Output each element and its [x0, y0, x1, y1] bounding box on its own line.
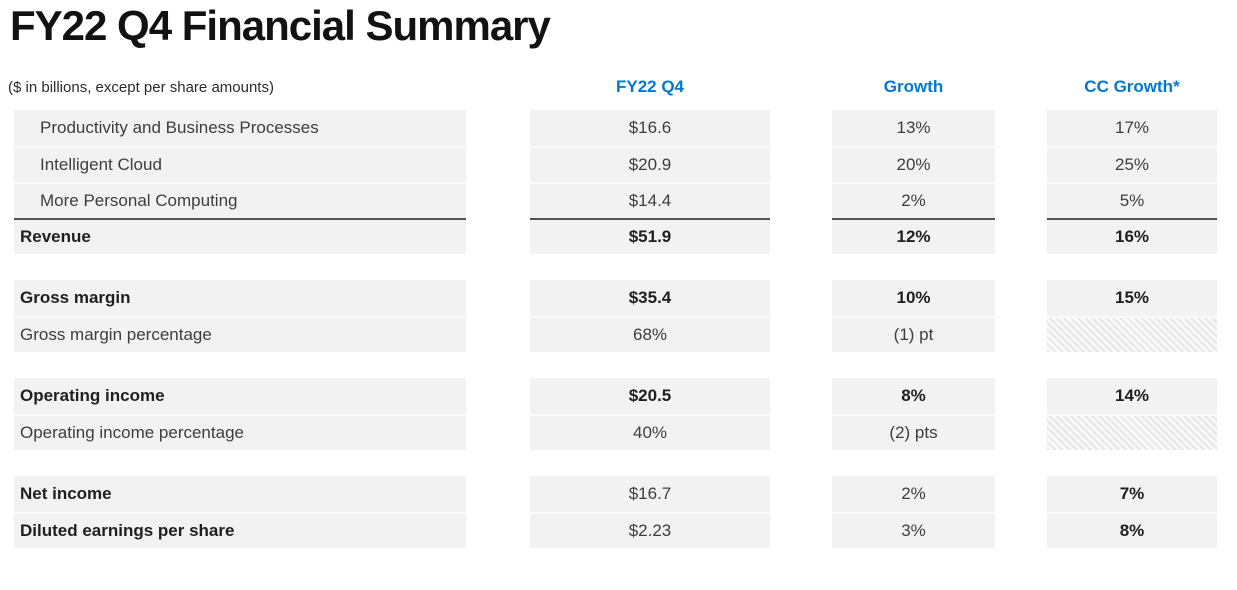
value-cell: 14% [1047, 378, 1217, 415]
row-label: Diluted earnings per share [14, 512, 466, 549]
table-row: Productivity and Business Processes $16.6… [0, 110, 1237, 147]
value-cell: 17% [1047, 110, 1217, 147]
value-cell: (1) pt [832, 316, 995, 353]
row-label: Intelligent Cloud [14, 146, 466, 183]
value-cell: $35.4 [530, 280, 770, 317]
value-cell: $51.9 [530, 218, 770, 255]
value-cell: 68% [530, 316, 770, 353]
column-header-cc-growth: CC Growth* [1084, 77, 1180, 97]
table-header-row: ($ in billions, except per share amounts… [0, 77, 1237, 97]
units-note: ($ in billions, except per share amounts… [8, 78, 274, 96]
table-row: Gross margin percentage 68% (1) pt [0, 316, 1237, 353]
value-cell: 5% [1047, 182, 1217, 219]
table-group: Operating income $20.5 8% 14% Operating inco… [0, 378, 1237, 451]
row-label: More Personal Computing [14, 182, 466, 219]
value-cell: 10% [832, 280, 995, 317]
page-title: FY22 Q4 Financial Summary [10, 2, 551, 49]
value-cell: 25% [1047, 146, 1217, 183]
value-cell: $20.9 [530, 146, 770, 183]
value-cell: 13% [832, 110, 995, 147]
hatch-cell [1047, 414, 1217, 451]
financial-table: Productivity and Business Processes $16.6… [0, 110, 1237, 549]
table-row: Operating income $20.5 8% 14% [0, 378, 1237, 415]
table-row: Gross margin $35.4 10% 15% [0, 280, 1237, 317]
value-cell: (2) pts [832, 414, 995, 451]
table-row: Operating income percentage 40% (2) pts [0, 414, 1237, 451]
value-cell: 8% [832, 378, 995, 415]
value-cell: 20% [832, 146, 995, 183]
row-label: Productivity and Business Processes [14, 110, 466, 147]
value-cell: $16.6 [530, 110, 770, 147]
value-cell: 7% [1047, 476, 1217, 513]
value-cell: 15% [1047, 280, 1217, 317]
row-label: Gross margin [14, 280, 466, 317]
row-label: Revenue [14, 218, 466, 255]
table-row: Intelligent Cloud $20.9 20% 25% [0, 146, 1237, 183]
value-cell: 12% [832, 218, 995, 255]
table-row: Revenue $51.9 12% 16% [0, 218, 1237, 255]
table-row: Diluted earnings per share $2.23 3% 8% [0, 512, 1237, 549]
row-label: Operating income [14, 378, 466, 415]
row-label: Operating income percentage [14, 414, 466, 451]
value-cell: $2.23 [530, 512, 770, 549]
hatch-cell [1047, 316, 1217, 353]
row-label: Gross margin percentage [14, 316, 466, 353]
column-header-growth: Growth [883, 77, 944, 97]
value-cell: $20.5 [530, 378, 770, 415]
table-group: Gross margin $35.4 10% 15% Gross margin perc… [0, 280, 1237, 353]
column-header-fy22-q4: FY22 Q4 [615, 77, 685, 97]
table-row: Net income $16.7 2% 7% [0, 476, 1237, 513]
table-row: More Personal Computing $14.4 2% 5% [0, 182, 1237, 219]
value-cell: $16.7 [530, 476, 770, 513]
value-cell: 8% [1047, 512, 1217, 549]
row-label: Net income [14, 476, 466, 513]
value-cell: $14.4 [530, 182, 770, 219]
value-cell: 3% [832, 512, 995, 549]
value-cell: 16% [1047, 218, 1217, 255]
value-cell: 2% [832, 476, 995, 513]
value-cell: 40% [530, 414, 770, 451]
table-group: Productivity and Business Processes $16.6… [0, 110, 1237, 255]
value-cell: 2% [832, 182, 995, 219]
table-group: Net income $16.7 2% 7% Diluted earnings per … [0, 476, 1237, 549]
